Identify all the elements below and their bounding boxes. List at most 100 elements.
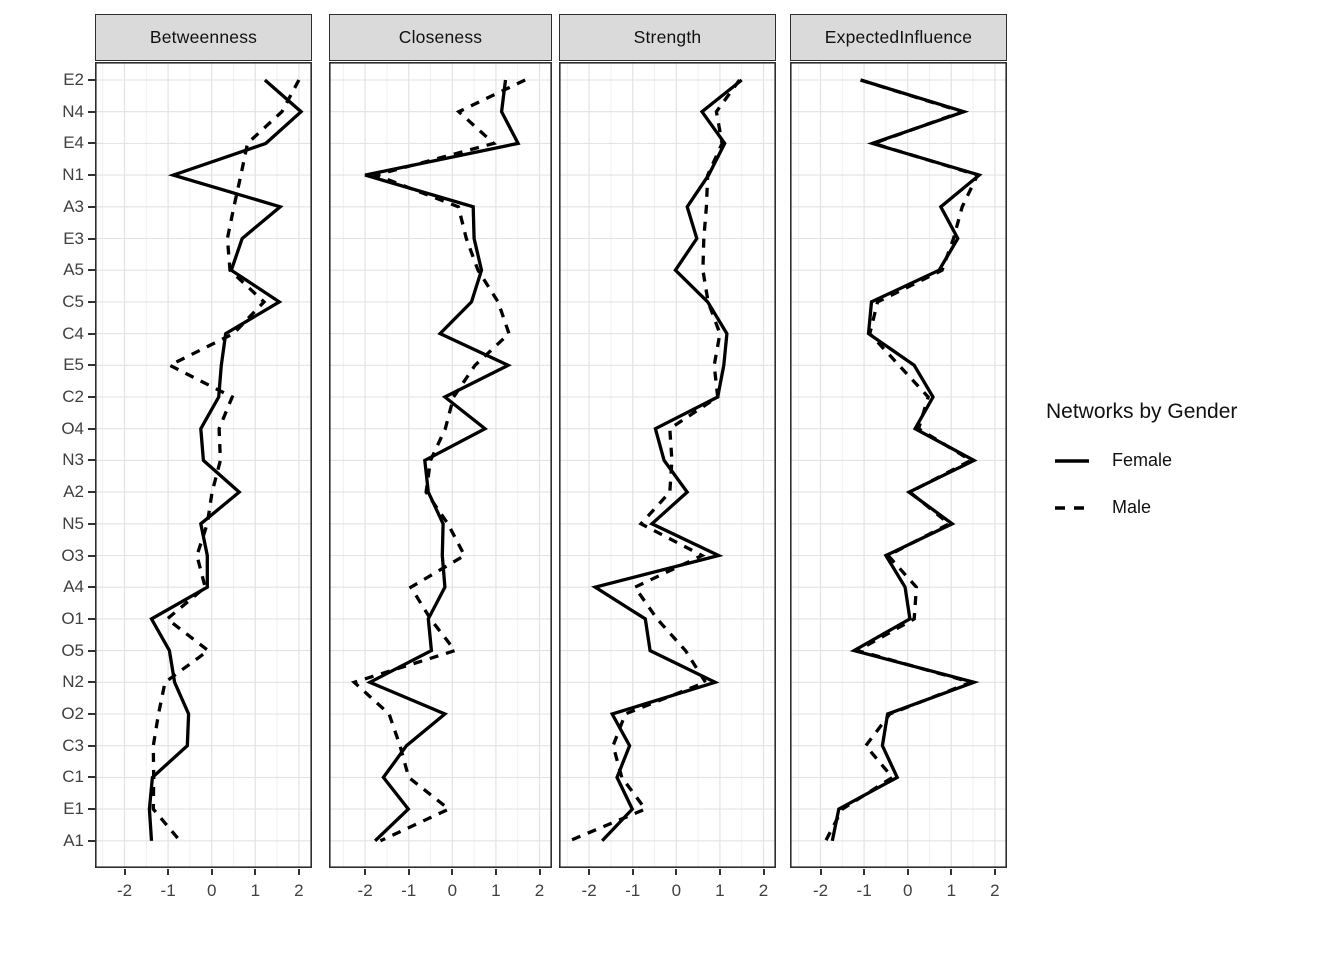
legend-label: Male xyxy=(1112,497,1152,517)
x-axis-tick-label: 1 xyxy=(491,881,501,900)
series-line-male xyxy=(350,78,526,843)
legend-item-female: Female xyxy=(1046,450,1336,471)
y-axis-label-e3: E3 xyxy=(63,228,84,248)
facet-strip-strength: Strength xyxy=(559,14,776,61)
x-axis-tick-label: 0 xyxy=(447,881,458,900)
plot-area xyxy=(559,62,776,868)
x-axis-tick xyxy=(631,869,634,875)
y-axis-label-a1: A1 xyxy=(63,830,84,850)
x-axis-tick xyxy=(819,869,822,875)
dashed-line-sample-icon xyxy=(1055,505,1089,510)
x-axis-tick-label: 0 xyxy=(671,881,682,900)
y-axis-tick xyxy=(88,744,95,747)
facet-strip-betweenness: Betweenness xyxy=(95,14,312,61)
x-axis-tick xyxy=(407,869,410,875)
x-axis-tick xyxy=(494,869,497,875)
x-axis-tick xyxy=(451,869,454,875)
y-axis-label-a4: A4 xyxy=(63,577,84,597)
y-axis-label-n3: N3 xyxy=(62,450,84,470)
panel-border xyxy=(95,62,312,868)
y-axis-tick xyxy=(88,142,95,145)
x-axis-tick xyxy=(297,869,300,875)
x-axis-tick-label: 2 xyxy=(758,881,769,900)
y-axis-label-n4: N4 xyxy=(62,101,84,121)
y-axis-tick xyxy=(88,713,95,715)
y-axis-tick xyxy=(88,332,95,335)
x-axis-tick-label: -1 xyxy=(856,881,872,900)
x-axis-tick xyxy=(762,869,765,875)
y-axis-label-e1: E1 xyxy=(63,799,84,819)
y-axis-tick xyxy=(88,617,95,620)
y-axis-label-c2: C2 xyxy=(62,387,84,406)
panel-border xyxy=(559,62,776,868)
x-axis-tick xyxy=(588,869,591,875)
x-axis-tick-label: -2 xyxy=(581,881,597,900)
y-axis-tick xyxy=(88,681,95,684)
x-axis-tick xyxy=(254,869,257,875)
plot-area xyxy=(329,62,552,868)
x-axis-tick-label: 2 xyxy=(990,881,1000,900)
y-axis-label-c5: C5 xyxy=(62,291,84,311)
legend-label: Female xyxy=(1112,450,1173,470)
series-line-female xyxy=(364,79,521,842)
x-axis-tick-label: -2 xyxy=(357,881,373,900)
y-axis-label-c3: C3 xyxy=(62,735,84,755)
facet-strip-expectedinfluence: ExpectedInfluence xyxy=(790,14,1007,61)
y-axis-tick xyxy=(88,491,95,494)
y-axis-tick xyxy=(88,776,95,779)
legend: Networks by Gender Female Male xyxy=(1046,400,1336,518)
y-axis-tick xyxy=(88,396,95,398)
x-axis-tick xyxy=(950,869,953,875)
x-axis-tick xyxy=(993,869,996,875)
x-axis-tick-label: -2 xyxy=(116,881,133,900)
y-axis-tick xyxy=(88,79,95,81)
panel-betweenness xyxy=(95,62,312,868)
panel-strength xyxy=(559,62,776,868)
facet-strip-closeness: Closeness xyxy=(329,14,552,61)
y-axis-tick xyxy=(88,459,95,462)
y-axis-label-e5: E5 xyxy=(63,355,84,375)
y-axis-tick xyxy=(88,269,95,272)
y-axis-tick xyxy=(88,522,95,525)
y-axis-tick xyxy=(88,554,95,557)
y-axis-label-o5: O5 xyxy=(61,640,84,660)
y-axis-label-e2: E2 xyxy=(63,70,84,89)
plot-area xyxy=(790,62,1007,868)
y-axis-label-o1: O1 xyxy=(61,608,84,628)
series-line-female xyxy=(591,78,743,842)
plot-area xyxy=(95,62,312,868)
y-axis-label-a5: A5 xyxy=(63,260,84,280)
solid-line-sample-icon xyxy=(1055,458,1089,463)
x-axis-tick xyxy=(863,869,866,875)
facet-title: Betweenness xyxy=(149,27,258,47)
x-axis-tick-label: -1 xyxy=(401,881,417,900)
y-axis-label-n1: N1 xyxy=(62,165,84,185)
y-axis-tick xyxy=(88,427,95,430)
x-axis-tick-label: 0 xyxy=(902,881,913,900)
y-axis-label-c4: C4 xyxy=(62,323,84,343)
y-axis-tick xyxy=(88,839,95,842)
x-axis-tick xyxy=(167,869,170,875)
x-axis-tick xyxy=(123,869,126,875)
y-axis-tick xyxy=(88,300,95,303)
y-axis-label-c1: C1 xyxy=(62,767,84,787)
y-axis-label-o2: O2 xyxy=(61,704,84,723)
y-axis-label-a3: A3 xyxy=(63,196,84,216)
x-axis-tick-label: 2 xyxy=(294,881,304,900)
series-line-male xyxy=(568,79,741,843)
x-axis-tick-label: -1 xyxy=(160,881,176,900)
y-axis-tick xyxy=(88,586,95,589)
panel-expectedinfluence xyxy=(790,62,1007,868)
y-axis-label-e4: E4 xyxy=(63,133,84,153)
y-axis-tick xyxy=(88,205,95,208)
y-axis-tick xyxy=(88,649,95,652)
panel-closeness xyxy=(329,62,552,868)
series-line-male xyxy=(824,78,980,842)
facet-title: Closeness xyxy=(398,27,483,47)
x-axis-tick xyxy=(675,869,678,875)
x-axis-tick-label: -1 xyxy=(625,881,641,900)
legend-title: Networks by Gender xyxy=(1046,400,1238,423)
y-axis-label-a2: A2 xyxy=(63,482,84,502)
facet-title: ExpectedInfluence xyxy=(824,27,973,47)
